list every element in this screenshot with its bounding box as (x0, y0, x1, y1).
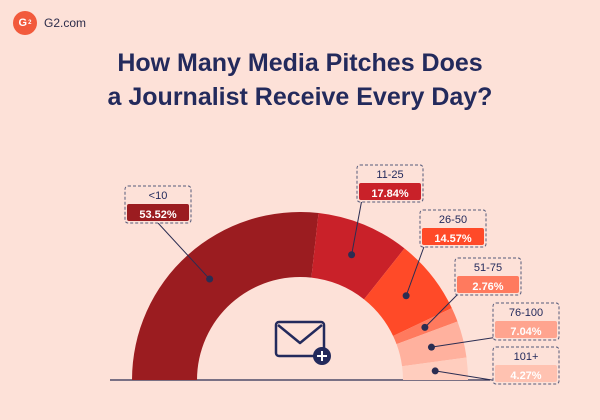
category-label: 26-50 (439, 214, 467, 226)
value-badge (495, 321, 557, 338)
value-label: 2.76% (472, 281, 503, 293)
leader-line-3 (405, 243, 426, 296)
chart-title: How Many Media Pitches Does a Journalist… (0, 46, 600, 114)
leader-line-5 (431, 336, 499, 348)
category-label: 76-100 (509, 307, 543, 319)
slice-label-3: 26-50 14.57% (419, 209, 487, 248)
slice-1 (132, 212, 319, 380)
value-label: 4.27% (510, 370, 541, 382)
leader-line-6 (435, 370, 499, 382)
value-badge (422, 228, 484, 245)
envelope-plus-icon (274, 320, 331, 365)
leader-dot-4 (421, 323, 429, 331)
value-badge (457, 276, 519, 293)
leader-line-4 (424, 291, 461, 328)
value-badge (359, 183, 421, 200)
value-badge (127, 204, 189, 221)
slice-2 (311, 213, 405, 300)
leader-line-2 (351, 198, 363, 255)
leader-dot-5 (427, 343, 435, 351)
category-label: 51-75 (474, 262, 502, 274)
brand-name: G2.com (44, 16, 87, 30)
slice-label-1: <10 53.52% (124, 185, 192, 224)
category-label: 101+ (514, 351, 539, 363)
category-label: 11-25 (376, 169, 403, 181)
title-line-1: How Many Media Pitches Does (117, 49, 483, 77)
slice-label-6: 101+ 4.27% (492, 346, 560, 385)
leader-line-1 (157, 222, 210, 280)
value-label: 17.84% (371, 188, 409, 200)
value-badge (495, 365, 557, 382)
slice-label-4: 51-75 2.76% (454, 257, 522, 296)
value-label: 14.57% (434, 233, 472, 245)
leader-dot-1 (206, 275, 214, 283)
slice-label-5: 76-100 7.04% (492, 302, 560, 341)
value-label: 7.04% (510, 326, 541, 338)
slice-label-2: 11-25 17.84% (356, 164, 424, 203)
leader-dot-2 (348, 251, 356, 259)
value-label: 53.52% (139, 209, 177, 221)
title-line-2: a Journalist Receive Every Day? (107, 83, 493, 111)
leader-dot-6 (431, 367, 439, 375)
category-label: <10 (149, 190, 168, 202)
leader-dot-3 (402, 292, 410, 300)
